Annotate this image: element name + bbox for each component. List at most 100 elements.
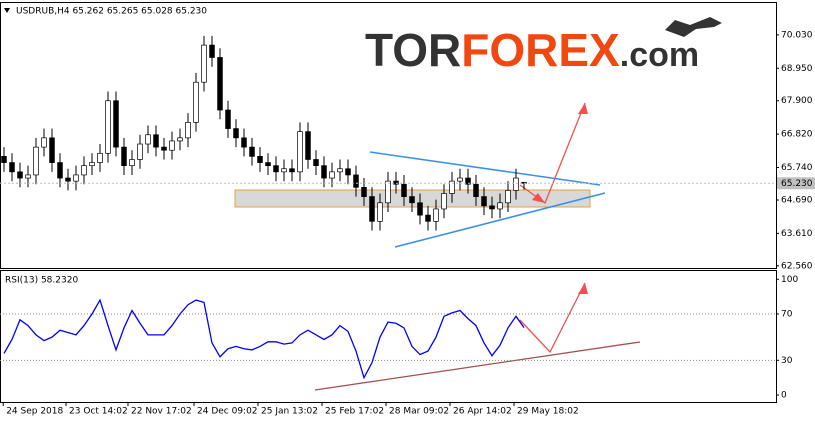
candle-body <box>393 180 399 185</box>
candle-body <box>449 180 455 194</box>
logo-part: FOREX <box>461 24 620 76</box>
candle-body <box>249 146 255 157</box>
candle-body <box>57 162 63 179</box>
candle-body <box>473 183 479 197</box>
candle-body <box>233 128 239 139</box>
rsi-panel <box>0 270 777 403</box>
candle-body <box>225 109 231 129</box>
candle-body <box>105 100 111 154</box>
candle-body <box>193 81 199 123</box>
candle-body <box>257 156 263 163</box>
candle-body <box>337 168 343 173</box>
y-tick-label: 67.900 <box>781 96 813 106</box>
candle-body <box>297 131 303 173</box>
candle-body <box>25 174 31 179</box>
arrow-head <box>578 283 588 294</box>
candle-body <box>353 174 359 188</box>
trend-line <box>369 151 601 186</box>
candle-body <box>489 205 495 210</box>
candle-body <box>465 177 471 185</box>
trend-line <box>394 192 606 248</box>
candle-body <box>361 186 367 197</box>
last-price-box <box>777 177 815 190</box>
arrow-head <box>532 193 545 203</box>
candle-body <box>9 162 15 173</box>
x-tick-label: 25 Jan 13:02 <box>261 407 318 417</box>
candle-body <box>153 134 159 148</box>
y-tick-label: 0 <box>781 391 787 401</box>
candle-body <box>377 202 383 222</box>
candle-body <box>457 177 463 182</box>
y-tick-label: 64.690 <box>781 195 813 205</box>
candle-body <box>401 183 407 197</box>
x-tick-label: 24 Dec 09:02 <box>197 407 258 417</box>
forecast-arrow <box>519 282 586 354</box>
candle-body <box>481 196 487 207</box>
candle-body <box>417 202 423 216</box>
candle-body <box>289 168 295 173</box>
x-tick-label: 24 Sep 2018 <box>6 407 63 417</box>
candle-body <box>497 202 503 210</box>
candle-body <box>209 44 215 58</box>
x-tick-label: 28 Mar 09:02 <box>389 407 449 417</box>
candle-body <box>409 196 415 204</box>
y-tick-label: 68.950 <box>781 64 813 74</box>
candle-body <box>185 122 191 139</box>
candle-body <box>281 168 287 173</box>
candle-body <box>321 165 327 179</box>
last-price-label: 65.230 <box>781 179 813 189</box>
candle-body <box>273 165 279 173</box>
candle-body <box>505 190 511 204</box>
rsi-title: RSI(13) 58.2320 <box>5 276 78 286</box>
candle-body <box>513 177 519 191</box>
candle-body <box>305 131 311 160</box>
candle-body <box>113 100 119 148</box>
candle-body <box>137 143 143 160</box>
y-tick-label: 30 <box>781 356 793 366</box>
rsi-line <box>3 298 525 380</box>
y-tick-label: 63.610 <box>781 229 813 239</box>
candle-body <box>329 171 335 179</box>
candle-body <box>161 146 167 151</box>
y-tick-label: 62.560 <box>781 261 813 271</box>
candle-body <box>241 137 247 148</box>
candle-body <box>89 162 95 167</box>
x-tick-label: 29 May 18:02 <box>517 407 579 417</box>
candle-body <box>33 146 39 176</box>
candle-body <box>425 214 431 222</box>
candle-body <box>73 174 79 182</box>
candle-body <box>41 137 47 148</box>
candle-body <box>129 159 135 167</box>
y-tick-label: 65.740 <box>781 163 813 173</box>
y-tick-label: 70.030 <box>781 30 813 40</box>
candle-body <box>81 165 87 176</box>
candle-body <box>49 137 55 163</box>
x-tick-label: 22 Nov 17:02 <box>131 407 192 417</box>
symbol-header: USDRUB,H4 65.262 65.265 65.028 65.230 <box>16 7 207 17</box>
candle-body <box>65 177 71 182</box>
x-tick-label: 25 Feb 17:02 <box>325 407 384 417</box>
candle-body <box>217 57 223 111</box>
x-tick-label: 26 Apr 14:02 <box>453 407 512 417</box>
header-marker <box>4 8 10 13</box>
candle-body <box>121 146 127 167</box>
candle-body <box>17 171 23 179</box>
y-tick-label: 66.820 <box>781 130 813 140</box>
candle-body <box>145 134 151 145</box>
logo-part: .com <box>620 36 699 74</box>
y-tick-label: 100 <box>781 275 798 285</box>
trend-line <box>314 341 641 391</box>
candle-body <box>441 193 447 210</box>
candle-body <box>369 196 375 222</box>
candle-body <box>97 152 103 163</box>
candle-body <box>433 208 439 222</box>
candle-body <box>385 180 391 204</box>
candle-body <box>265 162 271 167</box>
candle-body <box>345 168 351 176</box>
logo-part: TOR <box>365 24 461 76</box>
candle-body <box>313 159 319 167</box>
candle-body <box>1 156 7 163</box>
candle-body <box>201 44 207 83</box>
